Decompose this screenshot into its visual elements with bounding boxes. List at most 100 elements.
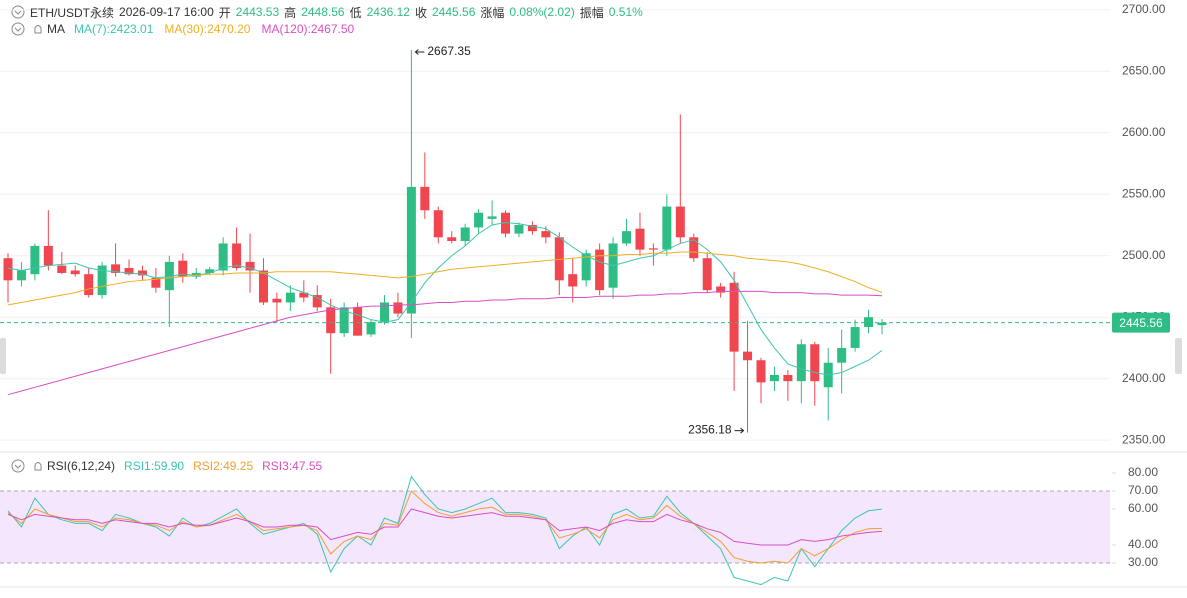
legend-name: MA(7): — [74, 22, 110, 36]
high-annotation: 2667.35 — [427, 44, 471, 58]
amplitude-value: 0.51% — [608, 5, 643, 19]
candle-body — [406, 186, 416, 314]
candle-body — [151, 277, 161, 288]
candle-body — [675, 206, 685, 238]
y-tick-label: 70.00 — [1128, 483, 1158, 497]
alert-icon[interactable] — [34, 25, 42, 471]
legend-value: 2467.50 — [310, 22, 355, 36]
open-label: 开 — [218, 5, 231, 20]
candle-body — [84, 274, 94, 296]
rsi-line — [7, 490, 883, 564]
rsi-title: RSI(6,12,24) — [47, 459, 116, 473]
candle-body — [514, 225, 524, 234]
candle-body — [568, 274, 578, 287]
rsi-line — [7, 508, 883, 546]
candle-body — [716, 286, 726, 293]
candle-body — [366, 322, 376, 335]
amplitude-label: 振幅 — [579, 5, 604, 20]
candle-body — [111, 264, 121, 273]
candle-body — [339, 307, 349, 334]
legend-value: 59.90 — [154, 459, 185, 473]
candle-body — [595, 249, 605, 291]
candle-body — [258, 270, 268, 303]
candle-body — [43, 245, 53, 266]
legend-name: MA(30): — [164, 22, 208, 36]
close-value: 2445.56 — [432, 5, 476, 19]
candle-body — [218, 243, 228, 271]
legend-entry: RSI1:59.90 — [124, 459, 184, 473]
candle-body — [16, 270, 26, 281]
candle-body — [622, 231, 632, 244]
y-tick-label: 2400.00 — [1122, 371, 1166, 385]
high-label: 高 — [284, 5, 297, 20]
candle-body — [124, 268, 134, 275]
candle-body — [877, 322, 887, 326]
candle-body — [245, 261, 255, 271]
legend-value: 47.55 — [292, 459, 323, 473]
candle-body — [743, 351, 753, 361]
close-label: 收 — [414, 5, 427, 20]
last-price-tag — [1112, 312, 1170, 333]
candle-body — [97, 265, 107, 296]
scroll-left[interactable] — [0, 338, 6, 374]
candle-body — [272, 298, 282, 303]
candle-body — [137, 270, 147, 276]
last-price-label: 2445.56 — [1119, 316, 1163, 330]
legend-value: 49.25 — [223, 459, 254, 473]
candle-body — [460, 227, 470, 241]
annotation-arrow — [414, 49, 425, 55]
candle-body — [729, 282, 739, 352]
candle-body — [30, 245, 40, 275]
open-value: 2443.53 — [235, 5, 280, 19]
time: 2026-09-17 16:00 — [119, 5, 214, 19]
candle-body — [541, 231, 551, 238]
candle-body — [285, 292, 295, 303]
candle-body — [702, 258, 712, 291]
collapse-icon[interactable] — [11, 5, 25, 473]
candle-body — [312, 295, 322, 308]
high-value: 2448.56 — [301, 5, 345, 19]
y-tick-label: 2500.00 — [1122, 248, 1166, 262]
y-tick-label: 2350.00 — [1122, 432, 1166, 446]
candle-body — [581, 253, 591, 281]
candle-body — [447, 237, 457, 241]
y-tick-label: 2650.00 — [1122, 63, 1166, 77]
legend-entry: RSI2:49.25 — [193, 459, 253, 473]
candle-body — [783, 375, 793, 382]
ma-title: MA — [47, 22, 65, 36]
candle-body — [810, 344, 820, 382]
y-tick-label: 30.00 — [1128, 555, 1158, 569]
candle-body — [57, 265, 67, 273]
candle-body — [474, 212, 484, 228]
candle-body — [487, 216, 497, 219]
candle-body — [178, 260, 188, 277]
scroll-right[interactable] — [1175, 338, 1182, 374]
low-value: 2436.12 — [366, 5, 410, 19]
y-tick-label: 2700.00 — [1122, 2, 1166, 16]
legend-entry: RSI3:47.55 — [262, 459, 322, 473]
candle-body — [205, 269, 215, 273]
rsi-legend: RSI(6,12,24) RSI1:59.90 RSI2:49.25 RSI3:47… — [47, 458, 326, 474]
candle-body — [864, 317, 874, 328]
candle-body — [837, 347, 847, 363]
candle-body — [232, 243, 242, 269]
y-tick-label: 60.00 — [1128, 501, 1158, 515]
ma-line — [7, 251, 883, 306]
legend-name: MA(120): — [261, 22, 311, 36]
candle-body — [3, 258, 13, 281]
candle-body — [527, 225, 537, 232]
candle-body — [433, 210, 443, 238]
annotation-arrow — [734, 427, 745, 434]
legend-name: RSI3: — [262, 459, 293, 473]
candle-body — [379, 302, 389, 323]
candle-body — [689, 237, 699, 259]
rsi-line — [7, 475, 883, 586]
candle-body — [756, 360, 766, 383]
candle-body — [796, 344, 806, 382]
y-tick-label: 2600.00 — [1122, 125, 1166, 139]
y-tick-label: 2550.00 — [1122, 186, 1166, 200]
change-label: 涨幅 — [480, 5, 505, 20]
legend-value: 2470.20 — [207, 22, 251, 36]
